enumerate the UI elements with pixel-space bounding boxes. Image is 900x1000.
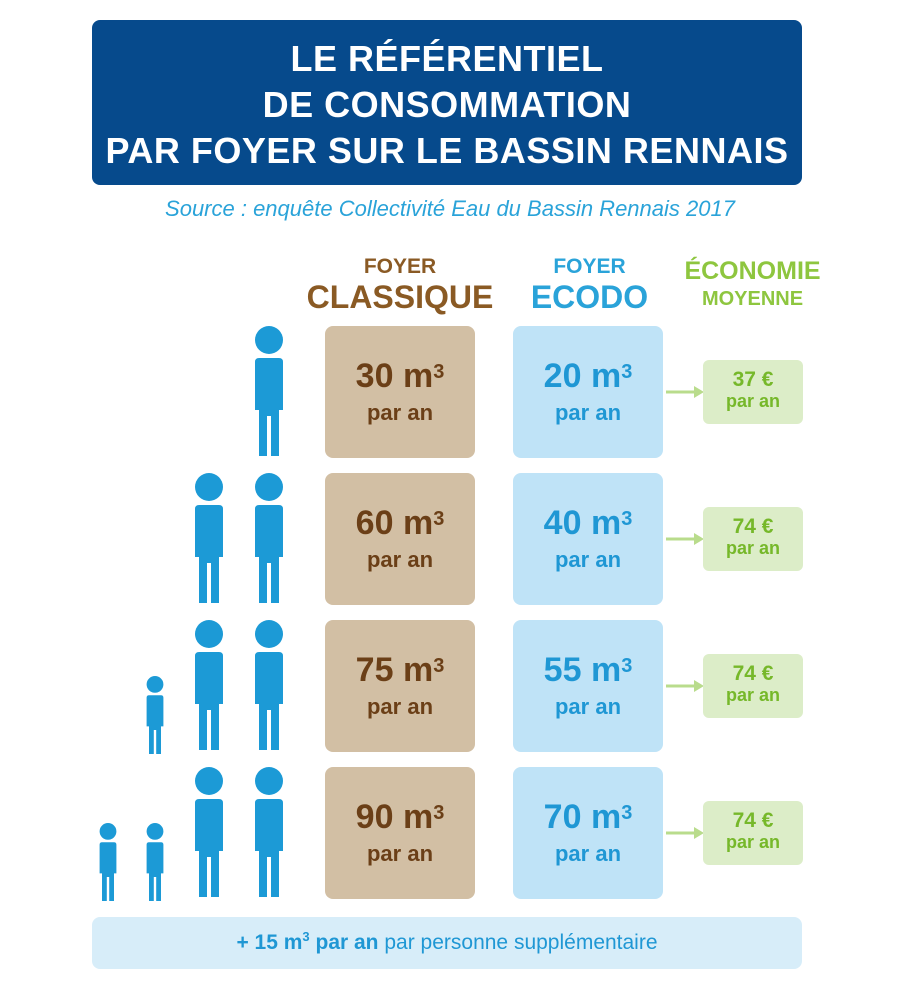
unit-exp: 3 (621, 655, 633, 677)
footer-exp: 3 (302, 929, 310, 944)
household-row: 75 m3 par an 55 m3 par an 74 € par an (0, 620, 900, 754)
header-classique: FOYER CLASSIQUE (300, 255, 500, 315)
classique-volume-box: 30 m3 par an (325, 326, 475, 458)
title-banner: LE RÉFÉRENTIEL DE CONSOMMATION PAR FOYER… (92, 20, 802, 185)
unit-exp: 3 (433, 361, 445, 383)
child-icon (146, 676, 164, 754)
unit-m: m (402, 798, 434, 836)
ecodo-volume-box: 40 m3 par an (513, 473, 663, 605)
header-ecodo-small: FOYER (553, 255, 626, 278)
ecodo-per-year: par an (554, 841, 622, 866)
ecodo-volume: 70 m3 (513, 797, 663, 837)
footer-note: + 15 m3 par an par personne supplémentai… (92, 917, 802, 969)
child-icon (146, 823, 164, 901)
header-ecodo: FOYER ECODO (512, 255, 667, 315)
classique-per-year: par an (366, 694, 434, 719)
ecodo-volume-box: 55 m3 par an (513, 620, 663, 752)
saving-amount: 37 € (732, 368, 774, 391)
saving-badge: 74 € par an (703, 507, 803, 571)
household-row: 30 m3 par an 20 m3 par an 37 € par an (0, 326, 900, 458)
classique-value: 30 (355, 357, 394, 395)
unit-exp: 3 (621, 802, 633, 824)
unit-exp: 3 (433, 508, 445, 530)
arrow-right-icon (666, 680, 704, 692)
header-economie-line1: ÉCONOMIE (684, 257, 821, 285)
ecodo-volume: 55 m3 (513, 650, 663, 690)
adult-icon (195, 767, 223, 897)
saving-per-year: par an (725, 685, 781, 705)
ecodo-per-year: par an (554, 400, 622, 425)
unit-m: m (590, 504, 622, 542)
unit-exp: 3 (433, 802, 445, 824)
saving-per-year: par an (725, 391, 781, 411)
ecodo-value: 55 (543, 651, 582, 689)
ecodo-per-year: par an (554, 694, 622, 719)
ecodo-per-year: par an (554, 547, 622, 572)
classique-per-year: par an (366, 841, 434, 866)
ecodo-value: 20 (543, 357, 582, 395)
saving-amount: 74 € (732, 515, 774, 538)
footer-rest: par personne supplémentaire (378, 931, 658, 954)
saving-amount: 74 € (732, 662, 774, 685)
header-ecodo-big: ECODO (530, 279, 649, 315)
classique-volume-box: 75 m3 par an (325, 620, 475, 752)
adult-icon (255, 620, 283, 750)
classique-volume-box: 60 m3 par an (325, 473, 475, 605)
classique-value: 90 (355, 798, 394, 836)
unit-m: m (402, 504, 434, 542)
unit-m: m (402, 651, 434, 689)
adult-icon (195, 620, 223, 750)
unit-exp: 3 (621, 361, 633, 383)
adult-icon (255, 767, 283, 897)
arrow-right-icon (666, 386, 704, 398)
classique-volume: 60 m3 (325, 503, 475, 543)
footer-bold: + 15 m3 par an (236, 929, 379, 954)
saving-per-year: par an (725, 832, 781, 852)
classique-volume: 30 m3 (325, 356, 475, 396)
child-icon (99, 823, 117, 901)
classique-volume-box: 90 m3 par an (325, 767, 475, 899)
saving-badge: 37 € par an (703, 360, 803, 424)
household-row: 60 m3 par an 40 m3 par an 74 € par an (0, 473, 900, 605)
unit-exp: 3 (433, 655, 445, 677)
saving-badge: 74 € par an (703, 654, 803, 718)
adult-icon (255, 326, 283, 456)
header-classique-big: CLASSIQUE (306, 279, 494, 315)
saving-amount: 74 € (732, 809, 774, 832)
adult-icon (255, 473, 283, 603)
header-economie: ÉCONOMIE MOYENNE (665, 256, 840, 312)
saving-badge: 74 € par an (703, 801, 803, 865)
unit-m: m (590, 651, 622, 689)
footer-bold-tail: par an (309, 931, 379, 954)
classique-volume: 75 m3 (325, 650, 475, 690)
title-line-3: PAR FOYER SUR LE BASSIN RENNAIS (105, 130, 789, 171)
title-line-1: LE RÉFÉRENTIEL (290, 38, 604, 79)
header-economie-line2: MOYENNE (701, 288, 804, 310)
title-line-2: DE CONSOMMATION (262, 84, 632, 125)
ecodo-volume-box: 20 m3 par an (513, 326, 663, 458)
unit-m: m (590, 357, 622, 395)
ecodo-value: 40 (543, 504, 582, 542)
classique-per-year: par an (366, 547, 434, 572)
classique-value: 75 (355, 651, 394, 689)
unit-m: m (590, 798, 622, 836)
ecodo-volume-box: 70 m3 par an (513, 767, 663, 899)
ecodo-value: 70 (543, 798, 582, 836)
adult-icon (195, 473, 223, 603)
arrow-right-icon (666, 827, 704, 839)
footer-bold-text: + 15 m (236, 931, 303, 954)
ecodo-volume: 20 m3 (513, 356, 663, 396)
classique-value: 60 (355, 504, 394, 542)
ecodo-volume: 40 m3 (513, 503, 663, 543)
saving-per-year: par an (725, 538, 781, 558)
classique-per-year: par an (366, 400, 434, 425)
unit-exp: 3 (621, 508, 633, 530)
header-classique-small: FOYER (363, 255, 437, 278)
classique-volume: 90 m3 (325, 797, 475, 837)
source-note: Source : enquête Collectivité Eau du Bas… (165, 196, 735, 221)
household-row: 90 m3 par an 70 m3 par an 74 € par an (0, 767, 900, 901)
unit-m: m (402, 357, 434, 395)
arrow-right-icon (666, 533, 704, 545)
